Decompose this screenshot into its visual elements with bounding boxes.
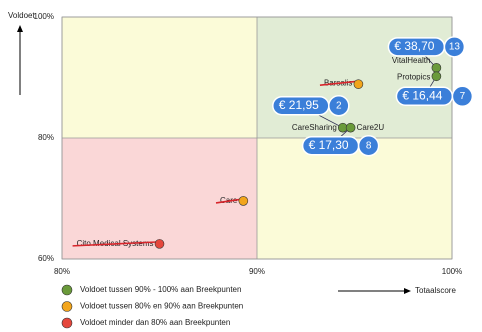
badge bbox=[357, 134, 380, 157]
price-label: € 16,44 bbox=[402, 88, 442, 102]
badge-label: 13 bbox=[449, 41, 461, 52]
legend-label: Voldoet minder dan 80% aan Breekpunten bbox=[80, 318, 230, 327]
quadrant bbox=[257, 138, 452, 259]
point-label: Protopics bbox=[397, 72, 430, 81]
badge bbox=[451, 85, 474, 108]
legend-swatch bbox=[61, 317, 73, 329]
legend-label: Voldoet tussen 90% - 100% aan Breekpunte… bbox=[80, 285, 241, 294]
badge-label: 7 bbox=[460, 91, 466, 102]
point bbox=[431, 63, 442, 73]
point bbox=[431, 71, 442, 82]
price-label: € 17,30 bbox=[309, 138, 349, 152]
y-tick-label: 80% bbox=[38, 133, 54, 142]
point bbox=[353, 79, 364, 89]
legend-swatch bbox=[61, 301, 73, 312]
x-tick-label: 90% bbox=[249, 267, 265, 276]
point bbox=[238, 196, 249, 206]
point-label: VitalHealth bbox=[392, 56, 431, 65]
y-arrow-head bbox=[17, 25, 23, 32]
price-label: € 21,95 bbox=[279, 98, 319, 112]
quadrant bbox=[62, 138, 257, 259]
x-arrow-head bbox=[404, 288, 411, 294]
y-tick-label: 100% bbox=[34, 12, 54, 21]
y-tick-label: 60% bbox=[38, 254, 54, 263]
x-tick-label: 80% bbox=[54, 267, 70, 276]
badge-label: 8 bbox=[366, 140, 372, 151]
point bbox=[345, 122, 356, 133]
price-label: € 38,70 bbox=[394, 39, 434, 53]
y-axis-label: Voldoet bbox=[8, 11, 35, 20]
x-tick-label: 100% bbox=[442, 267, 462, 276]
badge-label: 2 bbox=[336, 100, 342, 111]
badge bbox=[328, 94, 350, 117]
point-label: CareSharing bbox=[292, 123, 337, 132]
legend-label: Voldoet tussen 80% en 90% aan Breekpunte… bbox=[80, 302, 243, 311]
point-label: Care2U bbox=[357, 123, 385, 132]
badge bbox=[443, 36, 466, 58]
x-axis-label: Totaalscore bbox=[415, 286, 456, 295]
strike bbox=[72, 241, 160, 247]
strike bbox=[319, 80, 359, 86]
quadrant bbox=[62, 17, 257, 138]
point bbox=[154, 239, 165, 249]
legend-swatch bbox=[61, 284, 73, 296]
